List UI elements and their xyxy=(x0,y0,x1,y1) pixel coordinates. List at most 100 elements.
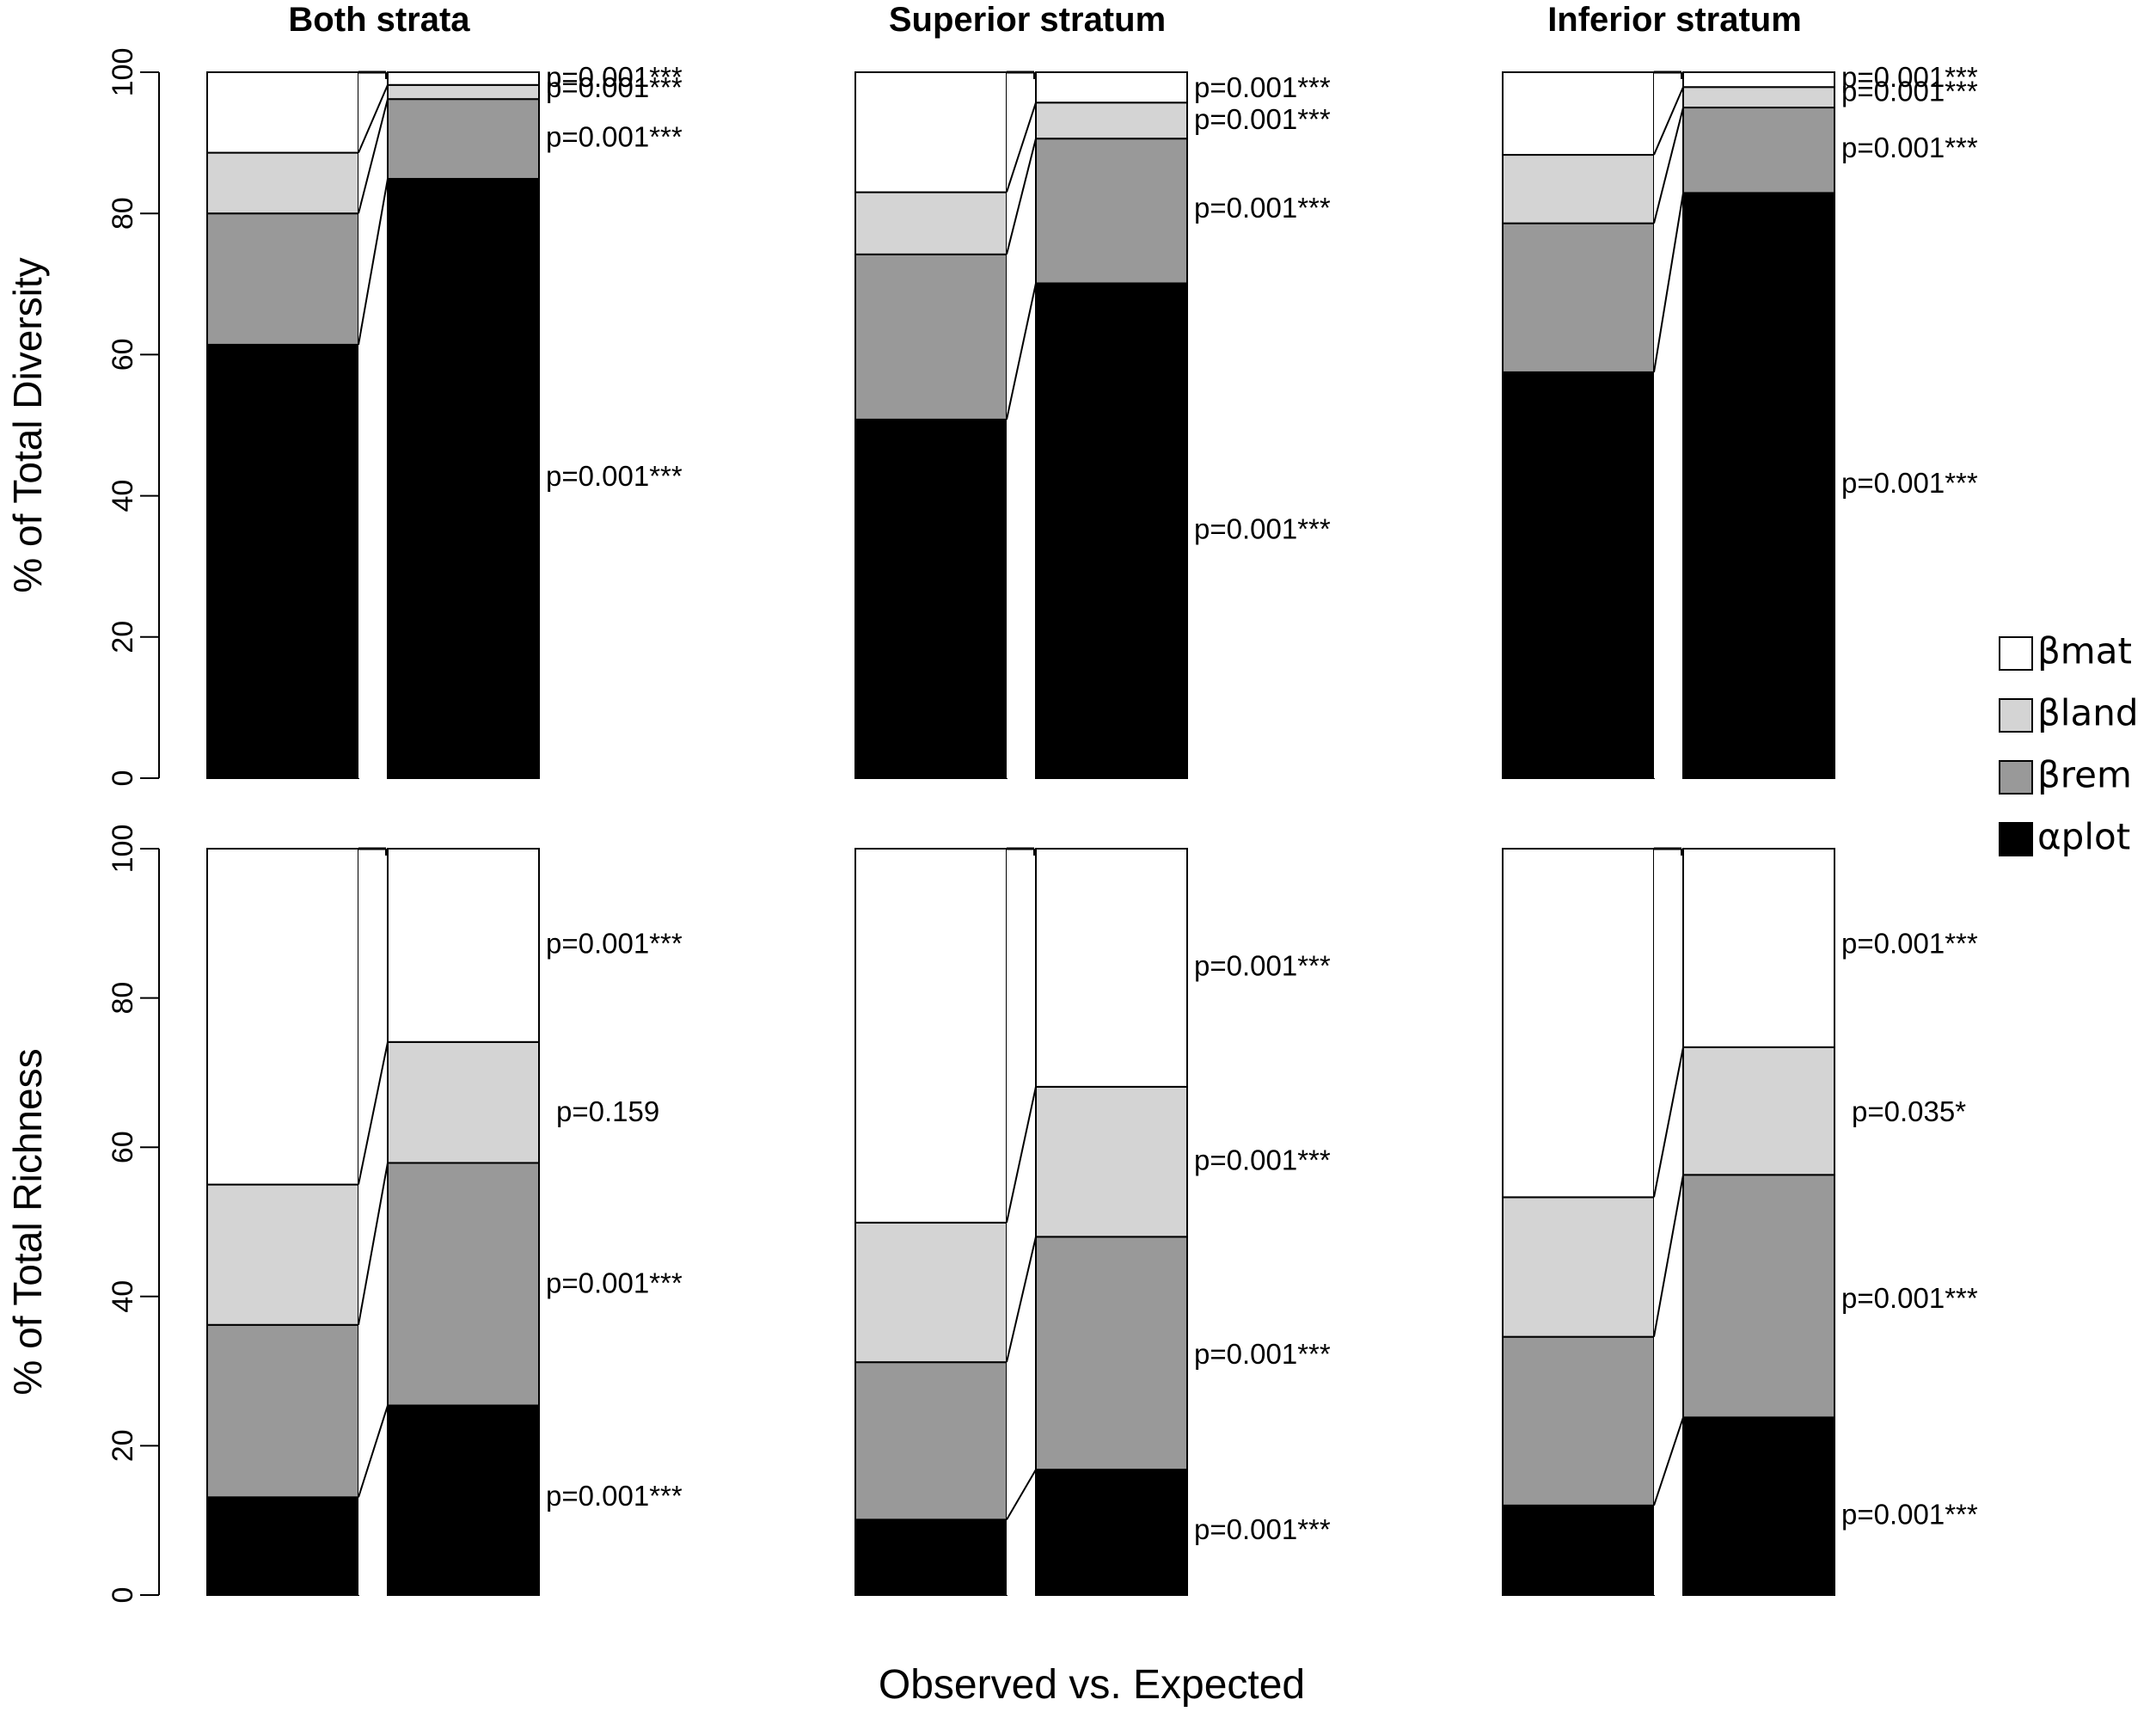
y-tick-label: 0 xyxy=(107,1587,139,1604)
bar-observed-αplot xyxy=(1502,371,1655,779)
p-value-label: p=0.001*** xyxy=(1841,132,1978,163)
bar-observed-βland xyxy=(854,1221,1008,1364)
bar-observed-βrem xyxy=(854,1361,1008,1521)
bar-observed-βrem xyxy=(1502,222,1655,373)
p-value-label: p=0.001*** xyxy=(1841,1282,1978,1314)
panel-3: 0 20 40 60 80 100 % of Total Richness p=0.001**… xyxy=(5,825,683,1604)
bar-expected-βrem xyxy=(387,98,540,180)
p-value-label: p=0.001*** xyxy=(1194,950,1331,982)
connector-line-βrem xyxy=(1006,138,1037,255)
bar-observed-αplot xyxy=(206,1496,359,1596)
bar-observed-βrem xyxy=(854,253,1008,420)
legend-swatch-βrem xyxy=(1999,760,2033,795)
p-value-label: p=0.001*** xyxy=(1841,1499,1978,1531)
y-tick-label: 40 xyxy=(107,1280,139,1313)
y-tick-label: 80 xyxy=(107,197,139,230)
bar-expected-βmat xyxy=(1035,71,1188,104)
bar-expected-βland xyxy=(387,83,540,101)
bar-observed-βmat xyxy=(206,848,359,1186)
p-value-label: p=0.001*** xyxy=(546,1480,683,1512)
p-value-label: p=0.001*** xyxy=(1841,928,1978,960)
bar-expected-βland xyxy=(1035,1085,1188,1238)
bar-observed-αplot xyxy=(854,1519,1008,1597)
y-axis-label: % of Total Richness xyxy=(5,1048,50,1395)
p-value-label: p=0.001*** xyxy=(1194,1144,1331,1175)
p-value-label: p=0.001*** xyxy=(1194,1338,1331,1370)
connector-line-αplot xyxy=(358,178,389,346)
bar-expected-βmat xyxy=(1035,848,1188,1088)
connector-line-βrem xyxy=(1653,107,1684,224)
bar-observed-βmat xyxy=(1502,848,1655,1199)
bar-observed-βland xyxy=(206,151,359,215)
panel-2: Inferior stratump=0.001***p=0.001***p=0.… xyxy=(1502,1,1978,780)
y-tick-label: 20 xyxy=(107,621,139,653)
bar-expected-βrem xyxy=(387,1162,540,1407)
bar-expected-βrem xyxy=(1035,1236,1188,1471)
p-value-label: p=0.001*** xyxy=(1194,71,1331,103)
legend: βmat βland βrem αplot xyxy=(1999,630,2139,858)
bar-observed-βrem xyxy=(206,1323,359,1499)
legend-swatch-βland xyxy=(1999,698,2033,733)
connector-line-βrem xyxy=(358,98,389,214)
connector-column xyxy=(1654,72,1681,778)
y-tick-label: 80 xyxy=(107,982,139,1015)
legend-label: βrem xyxy=(2037,754,2132,796)
connector-line-αplot xyxy=(1653,193,1684,373)
connector-line-βland xyxy=(358,84,389,153)
legend-swatch-αplot xyxy=(1999,822,2033,856)
p-value-label: p=0.001*** xyxy=(1194,192,1331,224)
p-value-label: p=0.001*** xyxy=(546,61,683,93)
panel-1: Superior stratump=0.001***p=0.001***p=0.… xyxy=(854,1,1331,779)
p-value-label: p=0.001*** xyxy=(1194,512,1331,544)
p-value-label: p=0.001*** xyxy=(1194,103,1331,135)
connector-line-αplot xyxy=(1653,1417,1684,1506)
bar-expected-βmat xyxy=(387,71,540,86)
p-value-label: p=0.001*** xyxy=(1841,61,1978,93)
bar-expected-αplot xyxy=(387,1404,540,1596)
connector-line-αplot xyxy=(1006,1469,1037,1520)
connector-line-αplot xyxy=(1006,283,1037,420)
p-value-label: p=0.001*** xyxy=(546,71,683,103)
y-axis-label: % of Total Diversity xyxy=(5,257,50,592)
y-tick-label: 100 xyxy=(107,825,139,874)
p-value-label: p=0.001*** xyxy=(1194,1513,1331,1545)
bar-observed-βrem xyxy=(206,212,359,346)
x-axis-label: Observed vs. Expected xyxy=(879,1662,1305,1708)
p-value-label: p=0.035* xyxy=(1852,1095,1966,1127)
y-tick-label: 60 xyxy=(107,338,139,371)
bar-expected-αplot xyxy=(1682,1416,1835,1597)
connector-column xyxy=(358,72,386,778)
bar-observed-βmat xyxy=(206,71,359,154)
bar-expected-αplot xyxy=(1035,1469,1188,1597)
panel-title: Inferior stratum xyxy=(1547,1,1802,39)
y-tick-label: 60 xyxy=(107,1131,139,1163)
bar-expected-αplot xyxy=(1682,192,1835,780)
p-value-label: p=0.159 xyxy=(556,1095,659,1127)
bar-observed-βland xyxy=(1502,1196,1655,1338)
panel-title: Superior stratum xyxy=(889,1,1166,39)
bar-expected-βmat xyxy=(387,848,540,1043)
connector-line-αplot xyxy=(358,1405,389,1498)
y-tick-label: 20 xyxy=(107,1429,139,1462)
bar-expected-βland xyxy=(1682,1046,1835,1176)
bar-observed-βmat xyxy=(1502,71,1655,156)
connector-line-βland xyxy=(1006,1086,1037,1224)
bar-observed-αplot xyxy=(1502,1504,1655,1596)
connector-line-βrem xyxy=(358,1163,389,1325)
bar-observed-αplot xyxy=(206,343,359,779)
bar-expected-βland xyxy=(1035,101,1188,140)
connector-line-βrem xyxy=(1653,1175,1684,1337)
bar-expected-βrem xyxy=(1682,107,1835,194)
bar-observed-βrem xyxy=(1502,1335,1655,1506)
connector-column xyxy=(358,849,386,1595)
bar-expected-αplot xyxy=(387,177,540,779)
p-value-label: p=0.001*** xyxy=(1841,467,1978,499)
p-value-label: p=0.001*** xyxy=(1841,75,1978,107)
y-tick-label: 0 xyxy=(107,770,139,787)
p-value-label: p=0.001*** xyxy=(546,1267,683,1298)
connector-line-βland xyxy=(1653,1046,1684,1198)
y-tick-label: 100 xyxy=(107,48,139,97)
legend-label: βland xyxy=(2037,692,2139,734)
bar-expected-βland xyxy=(387,1040,540,1164)
